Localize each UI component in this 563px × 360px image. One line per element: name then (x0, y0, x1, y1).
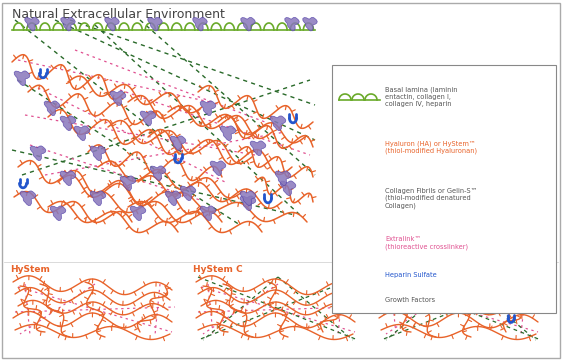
Polygon shape (346, 293, 363, 309)
Text: HyStem HP: HyStem HP (376, 265, 434, 274)
Polygon shape (50, 206, 66, 221)
Text: Natural Extracellular Environment: Natural Extracellular Environment (12, 8, 225, 21)
Text: Hyaluron (HA) or HyStem™
(thiol-modified Hyaluronan): Hyaluron (HA) or HyStem™ (thiol-modified… (385, 140, 477, 154)
Polygon shape (105, 17, 119, 31)
Polygon shape (200, 206, 216, 221)
Polygon shape (241, 17, 255, 31)
Polygon shape (303, 17, 317, 31)
Polygon shape (148, 17, 162, 31)
Polygon shape (14, 71, 30, 86)
Polygon shape (210, 161, 226, 176)
FancyBboxPatch shape (332, 65, 556, 313)
Polygon shape (61, 17, 75, 31)
Polygon shape (74, 126, 90, 140)
Text: Basal lamina (laminin
entactin, collagen I,
collagen IV, heparin: Basal lamina (laminin entactin, collagen… (385, 87, 458, 107)
Polygon shape (130, 206, 146, 221)
Text: HyStem: HyStem (10, 265, 50, 274)
Polygon shape (250, 141, 266, 156)
Polygon shape (280, 181, 296, 195)
Polygon shape (140, 111, 156, 126)
Text: HyStem C: HyStem C (193, 265, 243, 274)
Polygon shape (60, 171, 76, 185)
Polygon shape (90, 146, 106, 161)
Text: Extralink™
(thioreactive crosslinker): Extralink™ (thioreactive crosslinker) (385, 236, 468, 250)
Polygon shape (275, 171, 291, 185)
Polygon shape (110, 91, 126, 105)
Polygon shape (220, 126, 236, 140)
Polygon shape (200, 101, 216, 116)
Polygon shape (285, 17, 300, 31)
Polygon shape (193, 17, 207, 31)
Text: Collagen Fibrils or Gelin-S™
(thiol-modified denatured
Collagen): Collagen Fibrils or Gelin-S™ (thiol-modi… (385, 188, 477, 208)
Polygon shape (25, 17, 39, 31)
Text: Growth Factors: Growth Factors (385, 297, 435, 303)
Polygon shape (240, 191, 256, 206)
Polygon shape (170, 136, 186, 150)
Polygon shape (270, 116, 286, 131)
Polygon shape (30, 146, 46, 161)
Text: Heparin Sulfate: Heparin Sulfate (385, 272, 437, 278)
Polygon shape (240, 196, 256, 211)
Polygon shape (180, 186, 196, 201)
Polygon shape (120, 176, 136, 190)
Polygon shape (20, 191, 36, 206)
Polygon shape (44, 101, 60, 116)
Polygon shape (165, 191, 181, 206)
Polygon shape (150, 166, 166, 180)
Polygon shape (90, 191, 106, 206)
Polygon shape (60, 116, 76, 131)
